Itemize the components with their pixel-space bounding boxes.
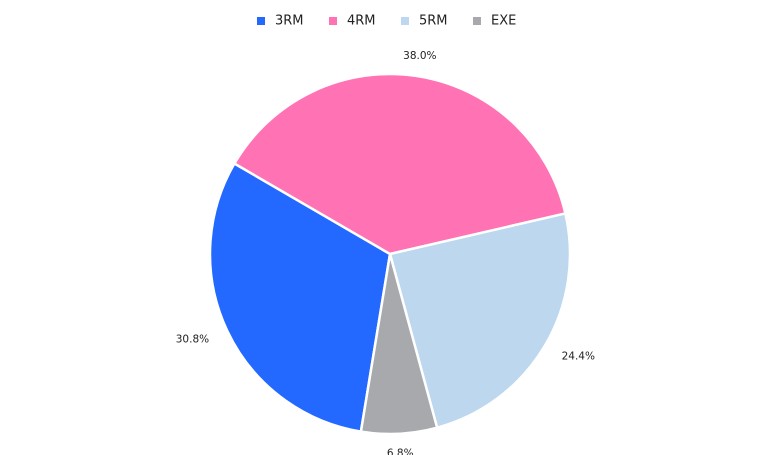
legend-swatch [473,17,481,25]
pie-slice [359,253,439,436]
pie-slice [388,211,572,430]
pie-slice [232,72,567,256]
legend-label: 5RM [419,14,448,29]
legend-label: EXE [491,14,516,29]
value-label: 24.4% [562,351,595,363]
legend-label: 3RM [275,14,304,29]
legend-swatch [329,17,337,25]
value-label: 30.8% [176,333,209,345]
value-label: 6.8% [387,448,414,455]
legend-label: 4RM [347,14,376,29]
value-label: 38.0% [403,50,436,62]
pie-slice [208,161,392,434]
legend-swatch [257,17,265,25]
legend-swatch [401,17,409,25]
